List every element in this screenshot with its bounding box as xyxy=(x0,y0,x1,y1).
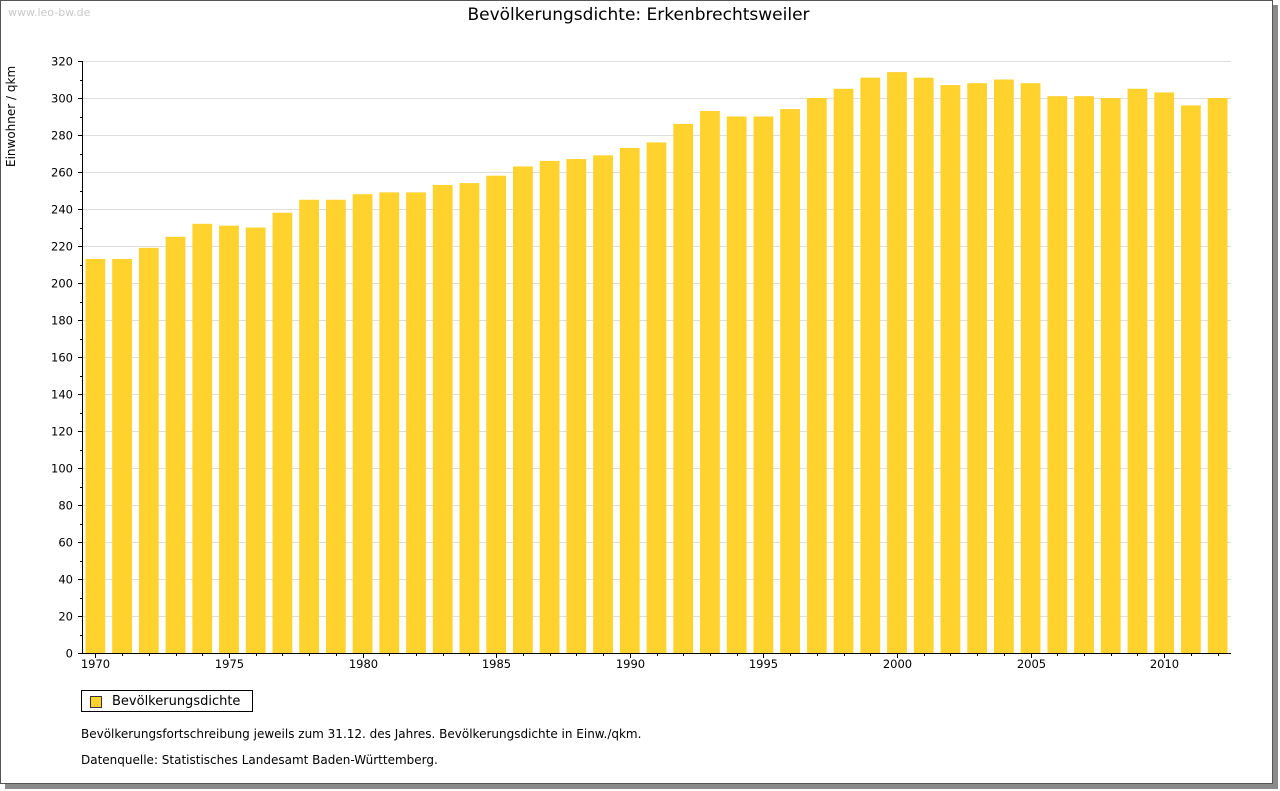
bar-2001 xyxy=(913,77,934,653)
bar-1988 xyxy=(566,159,587,654)
bar-1982 xyxy=(406,192,426,653)
footnote-source: Datenquelle: Statistisches Landesamt Bad… xyxy=(81,753,438,767)
bar-1979 xyxy=(325,199,346,653)
bar-2006 xyxy=(1047,96,1068,653)
bar-1996 xyxy=(780,109,800,654)
bar-1998 xyxy=(833,88,854,653)
bar-1991 xyxy=(646,142,667,653)
bar-2012 xyxy=(1207,98,1228,653)
bar-2011 xyxy=(1181,105,1201,653)
x-tick-label: 1980 xyxy=(349,657,378,671)
bar-1978 xyxy=(299,199,320,653)
bar-chart: 0 20 40 60 80 100 120 140 160 180 200 220 240 260 280 3… xyxy=(51,55,1231,671)
bar-1977 xyxy=(272,212,293,653)
bar-2002 xyxy=(940,85,961,654)
bar-1971 xyxy=(112,258,132,653)
y-tick-label: 140 xyxy=(51,388,73,402)
bar-1986 xyxy=(513,166,533,653)
bar-1983 xyxy=(432,184,453,653)
bar-2003 xyxy=(967,83,988,653)
bar-1999 xyxy=(860,77,881,653)
y-tick-label: 100 xyxy=(51,462,73,476)
footnote-method: Bevölkerungsfortschreibung jeweils zum 3… xyxy=(81,727,642,741)
x-tick-label: 1970 xyxy=(81,657,110,671)
bar-1993 xyxy=(700,110,720,653)
legend: Bevölkerungsdichte xyxy=(81,690,253,712)
x-tick-label: 2000 xyxy=(883,657,912,671)
bar-1974 xyxy=(192,223,213,654)
bar-2005 xyxy=(1020,83,1041,653)
x-tick-label: 2005 xyxy=(1017,657,1046,671)
y-tick-label: 120 xyxy=(51,425,73,439)
bar-1984 xyxy=(459,183,480,653)
bar-1997 xyxy=(806,98,827,653)
y-tick-label: 260 xyxy=(51,166,73,180)
bar-1981 xyxy=(379,192,400,653)
bar-2008 xyxy=(1100,98,1121,653)
bar-1987 xyxy=(539,160,560,653)
bar-2010 xyxy=(1154,92,1175,653)
bar-1973 xyxy=(165,236,186,653)
y-tick-label: 60 xyxy=(58,536,73,550)
y-tick-label: 220 xyxy=(51,240,73,254)
bar-1989 xyxy=(593,155,613,653)
y-tick-label: 200 xyxy=(51,277,73,291)
bar-2000 xyxy=(887,72,907,654)
x-tick-label: 1985 xyxy=(482,657,511,671)
x-tick-label: 1990 xyxy=(616,657,645,671)
chart-title: Bevölkerungsdichte: Erkenbrechtsweiler xyxy=(467,5,810,25)
y-tick-label: 280 xyxy=(51,129,73,143)
legend-label: Bevölkerungsdichte xyxy=(112,694,241,709)
y-tick-label: 80 xyxy=(58,499,73,513)
bar-2007 xyxy=(1074,96,1094,653)
bar-2004 xyxy=(993,79,1014,653)
bar-1980 xyxy=(352,194,373,653)
x-tick-label: 1975 xyxy=(215,657,244,671)
bar-1972 xyxy=(138,247,159,653)
bar-1990 xyxy=(619,147,640,653)
y-tick-label: 0 xyxy=(66,647,73,661)
bar-1970 xyxy=(85,258,106,653)
bar-1976 xyxy=(245,227,266,653)
y-tick-label: 40 xyxy=(58,573,73,587)
x-tick-label: 2010 xyxy=(1150,657,1179,671)
x-tick-label: 1995 xyxy=(749,657,778,671)
bar-1975 xyxy=(219,225,239,653)
y-tick-label: 320 xyxy=(51,55,73,69)
bar-1992 xyxy=(673,123,694,653)
bar-1985 xyxy=(486,175,507,653)
y-tick-label: 180 xyxy=(51,314,73,328)
y-tick-label: 20 xyxy=(58,610,73,624)
bar-1995 xyxy=(753,116,774,653)
y-tick-label: 300 xyxy=(51,92,73,106)
y-tick-label: 240 xyxy=(51,203,73,217)
watermark: www.leo-bw.de xyxy=(8,6,91,19)
bar-1994 xyxy=(726,116,747,653)
bar-2009 xyxy=(1127,88,1148,653)
legend-swatch xyxy=(90,696,102,708)
y-tick-label: 160 xyxy=(51,351,73,365)
